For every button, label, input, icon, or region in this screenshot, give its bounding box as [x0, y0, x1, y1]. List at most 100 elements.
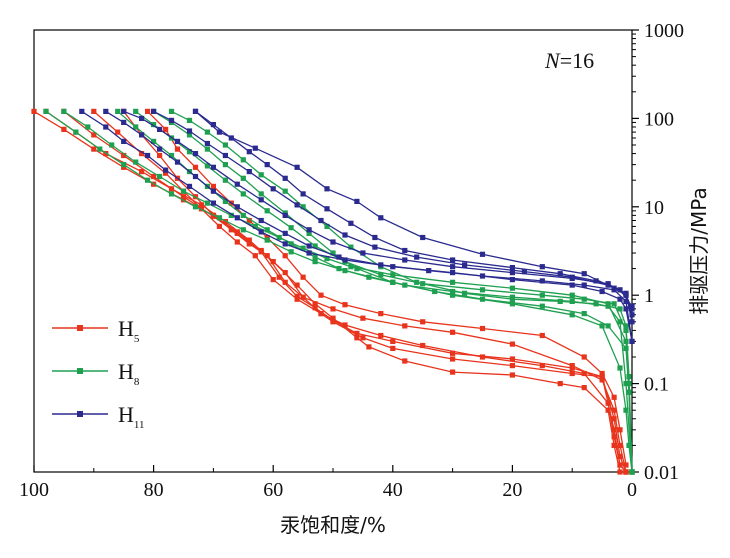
- data-point: [629, 306, 635, 312]
- data-point: [294, 296, 300, 302]
- n-annotation-rest: =16: [560, 48, 594, 73]
- data-point: [509, 301, 515, 307]
- data-point: [318, 217, 324, 224]
- data-point: [509, 363, 515, 369]
- data-point: [378, 215, 384, 221]
- data-point: [133, 108, 139, 114]
- data-point: [61, 126, 67, 132]
- data-point: [378, 311, 384, 317]
- series-line: [123, 111, 627, 473]
- data-point: [539, 303, 545, 309]
- legend-label: H8: [118, 359, 140, 388]
- data-point: [617, 319, 623, 325]
- legend-label-sub: 5: [134, 333, 140, 345]
- data-point: [569, 282, 575, 288]
- data-point: [390, 279, 396, 285]
- series-h5-curve-6: [145, 108, 629, 468]
- data-point: [31, 108, 37, 114]
- data-point: [306, 230, 312, 236]
- x-axis: 100 80 60 40 20 0: [19, 465, 637, 501]
- data-point: [216, 223, 222, 229]
- data-point: [192, 151, 199, 157]
- data-point: [204, 140, 210, 147]
- data-point: [222, 162, 228, 168]
- data-point: [312, 259, 318, 265]
- data-point: [306, 250, 312, 256]
- data-point: [450, 356, 456, 362]
- data-point: [91, 146, 97, 152]
- data-point: [222, 142, 228, 148]
- series-line: [123, 110, 633, 315]
- series-h8-curve-12: [168, 108, 635, 475]
- data-point: [73, 129, 79, 135]
- data-point: [336, 266, 342, 272]
- data-point: [240, 157, 246, 163]
- data-point: [246, 237, 252, 243]
- data-point: [599, 377, 605, 383]
- data-point: [234, 239, 240, 245]
- data-point: [258, 217, 264, 224]
- y-tick-label: 100: [644, 108, 674, 130]
- data-point: [79, 108, 85, 114]
- data-point: [61, 108, 67, 114]
- data-point: [91, 108, 97, 114]
- data-point: [611, 301, 617, 307]
- data-point: [133, 159, 139, 165]
- data-point: [479, 354, 486, 360]
- data-point: [246, 149, 252, 155]
- data-point: [306, 227, 312, 233]
- data-point: [366, 344, 372, 350]
- data-point: [192, 204, 199, 210]
- data-point: [115, 108, 121, 114]
- data-point: [240, 191, 246, 197]
- data-point: [617, 442, 623, 448]
- data-point: [605, 407, 611, 413]
- legend-label-base: H: [118, 359, 134, 384]
- data-point: [324, 255, 330, 262]
- data-point: [109, 142, 115, 148]
- legend-label-base: H: [118, 402, 134, 427]
- data-point: [599, 370, 605, 377]
- data-point: [186, 149, 193, 155]
- data-point: [354, 198, 360, 204]
- data-point: [605, 400, 611, 406]
- x-tick-label: 40: [383, 479, 403, 501]
- series-line: [93, 110, 627, 473]
- data-point: [163, 167, 169, 173]
- data-point: [168, 152, 175, 159]
- data-point: [623, 462, 629, 468]
- data-point: [611, 427, 617, 433]
- data-point: [581, 282, 587, 288]
- legend-label-sub: 11: [134, 419, 145, 431]
- data-point: [623, 306, 629, 312]
- data-point: [450, 264, 456, 270]
- data-point: [228, 212, 234, 218]
- x-tick-label: 100: [19, 479, 49, 501]
- data-point: [617, 469, 623, 475]
- data-point: [288, 225, 294, 231]
- data-point: [390, 272, 396, 278]
- data-point: [420, 234, 426, 241]
- data-point: [139, 151, 145, 157]
- data-point: [300, 204, 306, 210]
- data-point: [282, 212, 288, 218]
- data-point: [133, 124, 139, 130]
- data-point: [611, 394, 617, 400]
- data-point: [318, 292, 324, 298]
- data-point: [617, 287, 623, 293]
- data-point: [342, 257, 348, 263]
- series-line: [147, 110, 627, 466]
- data-point: [312, 254, 318, 260]
- data-point: [210, 122, 216, 128]
- data-point: [240, 175, 246, 181]
- data-point: [85, 124, 91, 130]
- data-point: [168, 117, 175, 123]
- data-point: [252, 223, 258, 229]
- data-point: [617, 427, 623, 433]
- data-point: [479, 251, 486, 257]
- data-point: [509, 277, 515, 283]
- data-point: [222, 177, 228, 183]
- data-point: [414, 279, 420, 285]
- y-tick-label: 0.1: [644, 374, 669, 396]
